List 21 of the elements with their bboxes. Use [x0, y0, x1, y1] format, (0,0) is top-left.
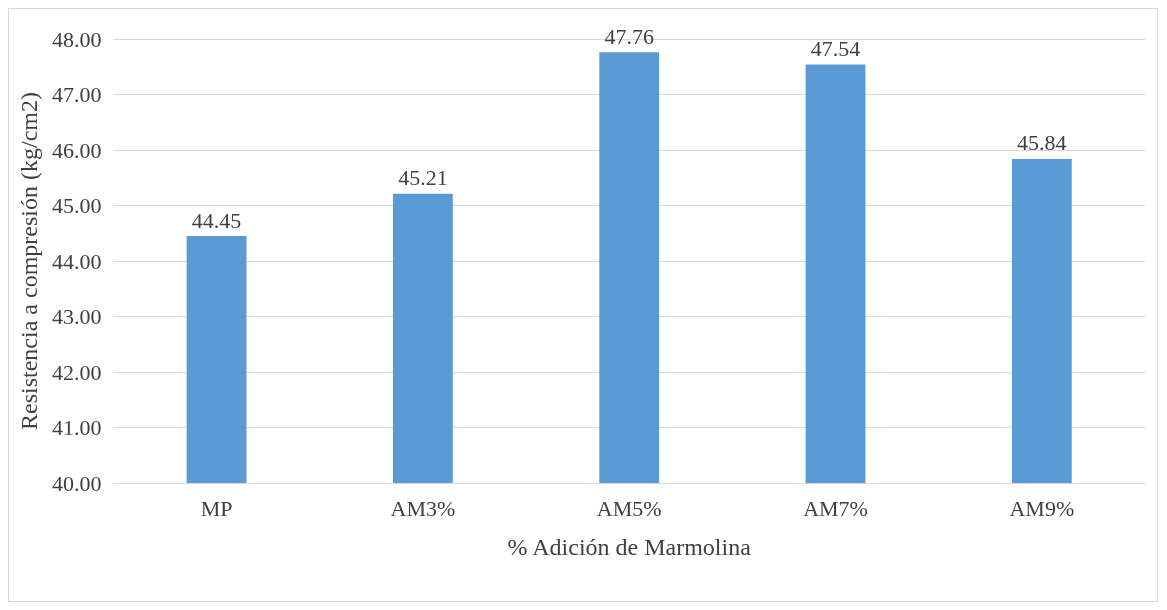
- data-label: 45.21: [398, 165, 448, 191]
- x-tick-label: AM9%: [1009, 495, 1075, 521]
- y-tick-label: 46.00: [51, 137, 102, 163]
- y-tick-label: 45.00: [51, 193, 102, 218]
- data-label: 47.76: [604, 23, 654, 49]
- x-tick-label: AM5%: [596, 495, 662, 521]
- y-tick-label: 41.00: [51, 415, 102, 440]
- data-label: 45.84: [1017, 130, 1067, 156]
- data-label: 47.54: [810, 36, 861, 62]
- x-tick-label: AM3%: [390, 495, 456, 521]
- y-tick-label: 47.00: [51, 82, 102, 107]
- y-tick-label: 42.00: [51, 359, 102, 385]
- x-tick-label: MP: [200, 495, 233, 521]
- y-axis-title: Resistencia a compresión (kg/cm2): [16, 92, 42, 430]
- y-tick-label: 40.00: [51, 470, 102, 496]
- y-tick-label: 48.00: [51, 26, 102, 52]
- y-tick-label: 43.00: [51, 304, 102, 329]
- x-axis-title: % Adición de Marmolina: [507, 534, 752, 560]
- y-tick-label: 44.00: [51, 248, 102, 274]
- x-tick-label: AM7%: [803, 495, 868, 521]
- data-label: 44.45: [191, 207, 242, 233]
